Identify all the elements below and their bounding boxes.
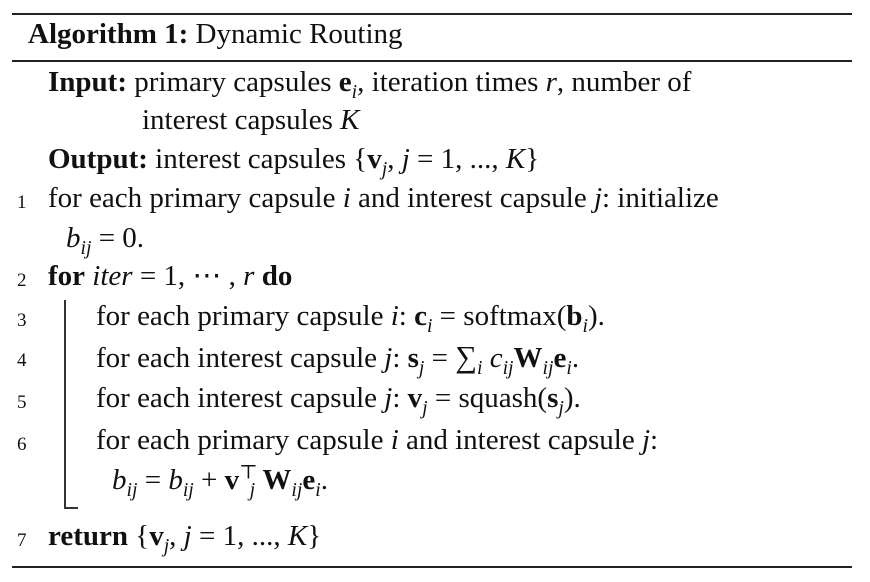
step-number-2: 2	[17, 270, 27, 291]
bottom-rule	[12, 566, 852, 568]
output-keyword: Output:	[48, 143, 148, 175]
output-line: Output: interest capsules {vj, j = 1, ..…	[48, 143, 540, 180]
loop-bracket-foot	[64, 507, 78, 509]
step-1-line-2: bij = 0.	[66, 222, 145, 259]
input-line-2: interest capsules K	[142, 104, 360, 136]
header-rule	[12, 60, 852, 62]
input-keyword: Input:	[48, 66, 127, 98]
step-5-line: for each interest capsule j: vj = squash…	[96, 382, 581, 419]
loop-bracket-vertical	[64, 300, 66, 508]
step-7-line: return {vj, j = 1, ..., K}	[48, 520, 322, 557]
step-1-line-1: for each primary capsule i and interest …	[48, 182, 719, 214]
step-6-line-2: bij = bij + v⊤j Wijei.	[112, 461, 328, 501]
step-2-line: for iter = 1, ⋯ , r do	[48, 260, 293, 292]
step-number-6: 6	[17, 434, 27, 455]
step-number-1: 1	[17, 192, 27, 213]
step-number-3: 3	[17, 310, 27, 331]
step-number-7: 7	[17, 530, 27, 551]
step-number-4: 4	[17, 350, 27, 371]
algorithm-name: Dynamic Routing	[195, 18, 403, 50]
input-line-1: Input: primary capsules ei, iteration ti…	[48, 66, 692, 103]
step-6-line-1: for each primary capsule i and interest …	[96, 424, 659, 456]
top-rule	[12, 13, 852, 15]
step-3-line: for each primary capsule i: ci = softmax…	[96, 300, 605, 337]
algorithm-title: Algorithm 1: Dynamic Routing	[28, 18, 403, 51]
algorithm-label: Algorithm 1:	[28, 18, 189, 50]
step-number-5: 5	[17, 392, 27, 413]
step-4-line: for each interest capsule j: sj = ∑i cij…	[96, 340, 580, 379]
